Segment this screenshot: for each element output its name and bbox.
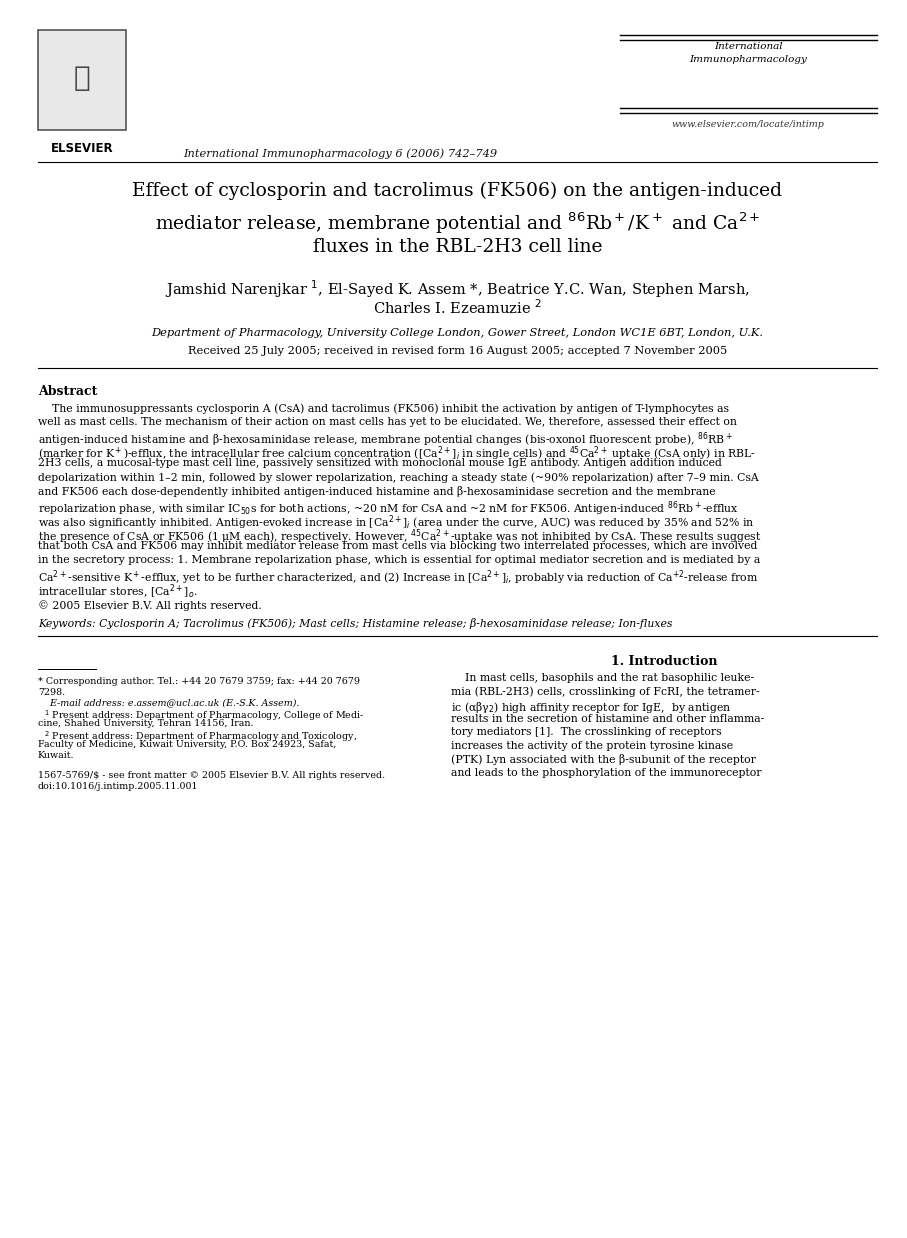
Text: mediator release, membrane potential and $^{86}$Rb$^+$/K$^+$ and Ca$^{2+}$: mediator release, membrane potential and…: [155, 210, 760, 235]
Text: in the secretory process: 1. Membrane repolarization phase, which is essential f: in the secretory process: 1. Membrane re…: [38, 555, 760, 565]
Text: increases the activity of the protein tyrosine kinase: increases the activity of the protein ty…: [451, 740, 733, 750]
Text: Jamshid Narenjkar $^1$, El-Sayed K. Assem *, Beatrice Y.C. Wan, Stephen Marsh,: Jamshid Narenjkar $^1$, El-Sayed K. Asse…: [165, 279, 750, 300]
Text: ic (αβγ$_2$) high affinity receptor for IgE,  by antigen: ic (αβγ$_2$) high affinity receptor for …: [451, 701, 731, 716]
Text: Ca$^{2+}$-sensitive K$^+$-efflux, yet to be further characterized, and (2) Incre: Ca$^{2+}$-sensitive K$^+$-efflux, yet to…: [38, 568, 758, 587]
Text: 2H3 cells, a mucosal-type mast cell line, passively sensitized with monoclonal m: 2H3 cells, a mucosal-type mast cell line…: [38, 458, 722, 468]
Text: depolarization within 1–2 min, followed by slower repolarization, reaching a ste: depolarization within 1–2 min, followed …: [38, 472, 759, 483]
Text: $^2$ Present address: Department of Pharmacology and Toxicology,: $^2$ Present address: Department of Phar…: [38, 729, 357, 744]
Text: tory mediators [1].  The crosslinking of receptors: tory mediators [1]. The crosslinking of …: [451, 727, 722, 737]
Text: doi:10.1016/j.intimp.2005.11.001: doi:10.1016/j.intimp.2005.11.001: [38, 781, 199, 791]
Text: © 2005 Elsevier B.V. All rights reserved.: © 2005 Elsevier B.V. All rights reserved…: [38, 600, 262, 612]
Text: E-mail address: e.assem@ucl.ac.uk (E.-S.K. Assem).: E-mail address: e.assem@ucl.ac.uk (E.-S.…: [38, 698, 299, 707]
Text: Effect of cyclosporin and tacrolimus (FK506) on the antigen-induced: Effect of cyclosporin and tacrolimus (FK…: [132, 182, 783, 201]
Text: Abstract: Abstract: [38, 385, 97, 397]
Text: * Corresponding author. Tel.: +44 20 7679 3759; fax: +44 20 7679: * Corresponding author. Tel.: +44 20 767…: [38, 677, 360, 686]
Text: antigen-induced histamine and β-hexosaminidase release, membrane potential chang: antigen-induced histamine and β-hexosami…: [38, 431, 733, 449]
Text: the presence of CsA or FK506 (1 μM each), respectively. However, $^{45}$Ca$^{2+}: the presence of CsA or FK506 (1 μM each)…: [38, 527, 761, 546]
Text: Received 25 July 2005; received in revised form 16 August 2005; accepted 7 Novem: Received 25 July 2005; received in revis…: [188, 345, 727, 357]
Text: The immunosuppressants cyclosporin A (CsA) and tacrolimus (FK506) inhibit the ac: The immunosuppressants cyclosporin A (Cs…: [38, 404, 729, 413]
Text: 1567-5769/$ - see front matter © 2005 Elsevier B.V. All rights reserved.: 1567-5769/$ - see front matter © 2005 El…: [38, 771, 385, 780]
Text: Keywords: Cyclosporin A; Tacrolimus (FK506); Mast cells; Histamine release; β-he: Keywords: Cyclosporin A; Tacrolimus (FK5…: [38, 618, 672, 629]
Text: In mast cells, basophils and the rat basophilic leuke-: In mast cells, basophils and the rat bas…: [451, 673, 754, 683]
Text: and leads to the phosphorylation of the immunoreceptor: and leads to the phosphorylation of the …: [451, 768, 762, 777]
Text: and FK506 each dose-dependently inhibited antigen-induced histamine and β-hexosa: and FK506 each dose-dependently inhibite…: [38, 485, 716, 496]
Text: Faculty of Medicine, Kuwait University, P.O. Box 24923, Safat,: Faculty of Medicine, Kuwait University, …: [38, 740, 336, 749]
Text: (PTK) Lyn associated with the β-subunit of the receptor: (PTK) Lyn associated with the β-subunit …: [451, 754, 756, 765]
Text: 1. Introduction: 1. Introduction: [610, 655, 717, 669]
Text: repolarization phase, with similar IC$_{50}$s for both actions, ~20 nM for CsA a: repolarization phase, with similar IC$_{…: [38, 500, 739, 519]
Text: Kuwait.: Kuwait.: [38, 750, 74, 760]
Text: mia (RBL-2H3) cells, crosslinking of FcRI, the tetramer-: mia (RBL-2H3) cells, crosslinking of FcR…: [451, 687, 760, 697]
Text: fluxes in the RBL-2H3 cell line: fluxes in the RBL-2H3 cell line: [313, 238, 602, 256]
Text: 7298.: 7298.: [38, 687, 65, 697]
Text: well as mast cells. The mechanism of their action on mast cells has yet to be el: well as mast cells. The mechanism of the…: [38, 417, 736, 427]
Text: $^1$ Present address: Department of Pharmacology, College of Medi-: $^1$ Present address: Department of Phar…: [38, 708, 365, 723]
Text: (marker for K$^+$)-efflux, the intracellular free calcium concentration ([Ca$^{2: (marker for K$^+$)-efflux, the intracell…: [38, 444, 756, 463]
Text: was also significantly inhibited. Antigen-evoked increase in [Ca$^{2+}$]$_i$ (ar: was also significantly inhibited. Antige…: [38, 514, 755, 532]
Text: International
Immunopharmacology: International Immunopharmacology: [689, 42, 807, 63]
Text: Charles I. Ezeamuzie $^2$: Charles I. Ezeamuzie $^2$: [373, 298, 542, 317]
Text: International Immunopharmacology 6 (2006) 742–749: International Immunopharmacology 6 (2006…: [183, 149, 497, 158]
Text: results in the secretion of histamine and other inflamma-: results in the secretion of histamine an…: [451, 713, 765, 724]
Text: that both CsA and FK506 may inhibit mediator release from mast cells via blockin: that both CsA and FK506 may inhibit medi…: [38, 541, 757, 551]
Text: intracellular stores, [Ca$^{2+}$]$_o$.: intracellular stores, [Ca$^{2+}$]$_o$.: [38, 582, 198, 600]
Text: www.elsevier.com/locate/intimp: www.elsevier.com/locate/intimp: [671, 120, 824, 129]
Text: Department of Pharmacology, University College London, Gower Street, London WC1E: Department of Pharmacology, University C…: [151, 328, 764, 338]
Text: 🌲: 🌲: [73, 64, 91, 92]
Bar: [38, 30, 126, 130]
Text: cine, Shahed University, Tehran 14156, Iran.: cine, Shahed University, Tehran 14156, I…: [38, 719, 253, 728]
Text: ELSEVIER: ELSEVIER: [51, 142, 113, 155]
